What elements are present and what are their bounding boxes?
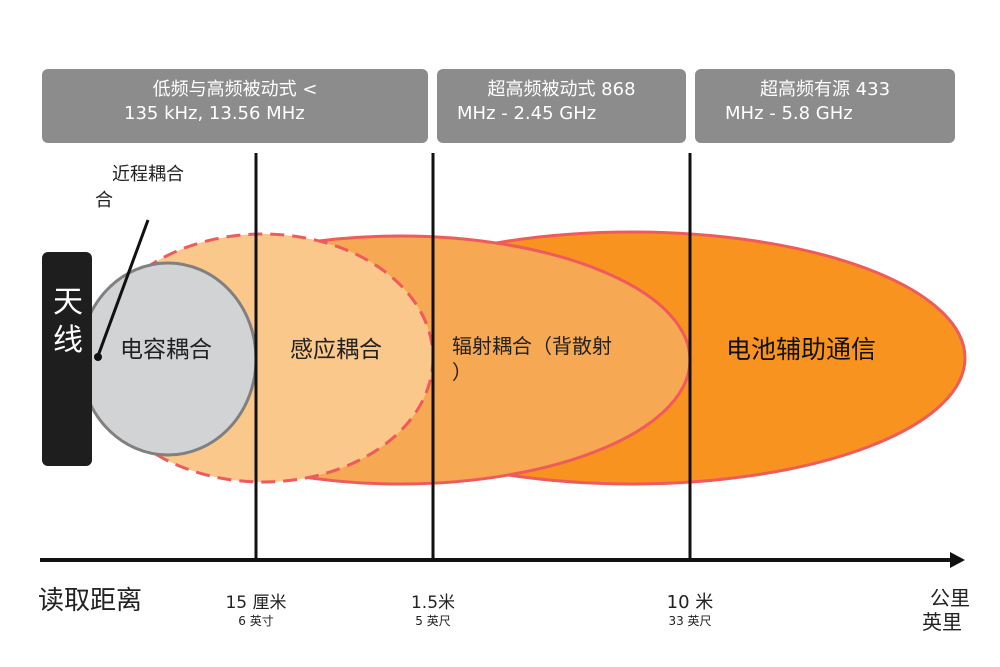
axis-arrow-icon — [950, 552, 965, 568]
tick-label-metric: 15 厘米 — [225, 593, 287, 613]
inductive-label: 感应耦合 — [290, 337, 382, 363]
band-label: 135 kHz, 13.56 MHz — [124, 103, 305, 124]
tick-label-imperial: 33 英尺 — [668, 614, 712, 628]
band-label: MHz - 5.8 GHz — [725, 103, 853, 124]
proximity-pointer — [96, 219, 150, 357]
battery-assisted-label: 电池辅助通信 — [726, 335, 877, 364]
proximity-label: 近程耦合 — [112, 164, 184, 185]
band-header-lf-hf: 低频与高频被动式 < 135 kHz, 13.56 MHz — [42, 69, 428, 143]
band-header-uhf-passive: 超高频被动式 868 MHz - 2.45 GHz — [437, 69, 686, 143]
band-label: 超高频被动式 868 — [487, 79, 636, 100]
tick-label-metric: 10 米 — [666, 592, 714, 613]
axis-end-label-mile: 英里 — [922, 610, 962, 634]
band-header-uhf-active: 超高频有源 433 MHz - 5.8 GHz — [695, 69, 955, 143]
radiative-label: 辐射耦合（背散射 — [452, 334, 612, 358]
tick-label-imperial: 5 英尺 — [415, 614, 451, 628]
axis-title: 读取距离 — [38, 586, 143, 616]
proximity-label-wrap: 合 — [95, 190, 113, 211]
antenna-label: 天线 — [53, 285, 83, 358]
tick-label-metric: 1.5米 — [410, 593, 456, 613]
band-label: 超高频有源 433 — [759, 79, 891, 100]
capacitive-label: 电容耦合 — [120, 337, 212, 363]
tick-label-imperial: 6 英寸 — [238, 614, 274, 628]
proximity-dot — [94, 353, 102, 361]
radiative-label-wrap: ） — [452, 360, 472, 384]
antenna-block — [42, 252, 92, 466]
axis-end-label-km: 公里 — [930, 586, 970, 610]
band-label: MHz - 2.45 GHz — [457, 103, 597, 124]
band-label: 低频与高频被动式 < — [152, 79, 318, 100]
